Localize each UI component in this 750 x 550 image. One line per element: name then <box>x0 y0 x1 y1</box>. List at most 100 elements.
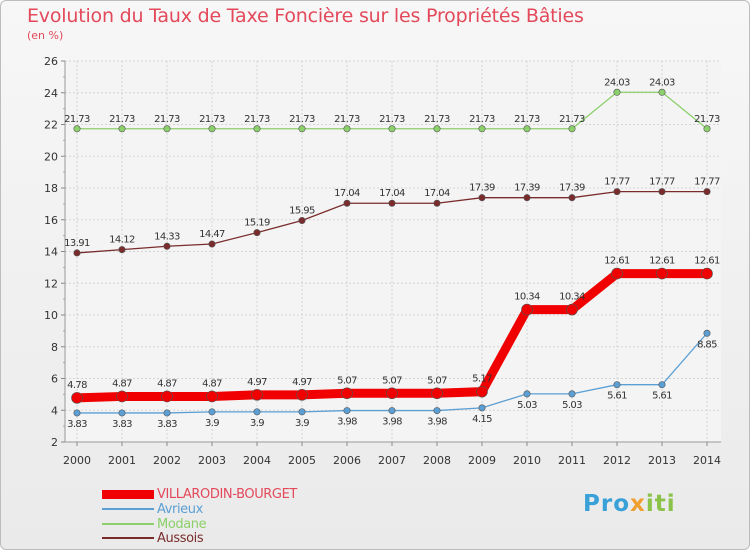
data-label-modane: 21.73 <box>514 114 540 125</box>
data-label-villarodin-bourget: 5.07 <box>427 375 447 386</box>
x-tick-label: 2006 <box>333 454 361 467</box>
data-point-villarodin-bourget <box>116 390 128 403</box>
data-label-villarodin-bourget: 4.97 <box>292 377 312 388</box>
x-tick-label: 2013 <box>648 454 676 467</box>
x-tick-label: 2010 <box>513 454 541 467</box>
data-point-avrieux <box>658 381 666 389</box>
logo-part-3: iti <box>645 491 676 517</box>
data-label-aussois: 17.39 <box>559 183 585 194</box>
data-point-villarodin-bourget <box>206 390 218 403</box>
data-point-aussois <box>433 199 441 207</box>
data-point-modane <box>568 125 576 133</box>
legend-swatch-modane <box>102 523 154 525</box>
data-point-avrieux <box>568 390 576 398</box>
y-tick-label: 16 <box>44 214 58 227</box>
data-label-aussois: 14.33 <box>154 231 180 242</box>
data-point-modane <box>208 125 216 133</box>
y-tick-label: 10 <box>44 309 58 322</box>
data-label-villarodin-bourget: 12.61 <box>604 256 630 267</box>
x-tick-label: 2008 <box>423 454 451 467</box>
data-label-villarodin-bourget: 4.78 <box>67 380 87 391</box>
data-point-villarodin-bourget <box>611 267 623 280</box>
data-point-villarodin-bourget <box>386 387 398 400</box>
data-label-aussois: 17.39 <box>469 183 495 194</box>
x-tick-label: 2009 <box>468 454 496 467</box>
data-point-avrieux <box>388 407 396 415</box>
data-point-villarodin-bourget <box>341 387 353 400</box>
data-label-modane: 21.73 <box>289 114 315 125</box>
data-point-avrieux <box>613 381 621 389</box>
data-point-aussois <box>703 188 711 196</box>
data-label-aussois: 17.77 <box>649 177 675 188</box>
data-point-aussois <box>208 240 216 248</box>
data-point-aussois <box>658 188 666 196</box>
data-label-avrieux: 3.98 <box>382 417 402 428</box>
data-point-avrieux <box>118 409 126 417</box>
data-point-villarodin-bourget <box>701 267 713 280</box>
data-label-aussois: 17.04 <box>334 188 360 199</box>
data-label-avrieux: 5.03 <box>562 400 582 411</box>
data-point-modane <box>523 125 531 133</box>
data-label-modane: 21.73 <box>244 114 270 125</box>
data-label-aussois: 17.77 <box>604 177 630 188</box>
data-label-villarodin-bourget: 5.07 <box>337 375 357 386</box>
y-tick-label: 12 <box>44 277 58 290</box>
data-point-aussois <box>478 194 486 202</box>
data-label-aussois: 15.19 <box>244 218 270 229</box>
data-point-aussois <box>298 217 306 225</box>
proxiti-logo: Proxiti <box>583 491 676 517</box>
data-label-avrieux: 3.9 <box>295 418 309 429</box>
data-label-villarodin-bourget: 5.07 <box>382 375 402 386</box>
data-label-avrieux: 3.83 <box>67 419 87 430</box>
x-tick-label: 2002 <box>153 454 181 467</box>
data-point-aussois <box>118 246 126 254</box>
data-label-modane: 21.73 <box>334 114 360 125</box>
legend-swatch-avrieux <box>102 508 154 510</box>
data-label-avrieux: 8.85 <box>697 339 717 350</box>
data-point-avrieux <box>343 407 351 415</box>
legend-label-avrieux: Avrieux <box>157 501 203 517</box>
data-point-modane <box>253 125 261 133</box>
data-point-villarodin-bourget <box>656 267 668 280</box>
data-point-avrieux <box>523 390 531 398</box>
data-point-modane <box>433 125 441 133</box>
data-label-modane: 21.73 <box>379 114 405 125</box>
data-point-aussois <box>388 199 396 207</box>
data-point-modane <box>118 125 126 133</box>
data-point-villarodin-bourget <box>566 303 578 316</box>
data-label-aussois: 13.91 <box>64 238 90 249</box>
data-point-aussois <box>568 194 576 202</box>
y-tick-label: 26 <box>44 55 58 68</box>
data-label-villarodin-bourget: 4.97 <box>247 377 267 388</box>
data-label-villarodin-bourget: 4.87 <box>112 378 132 389</box>
legend-swatch-aussois <box>102 537 154 539</box>
legend-label-aussois: Aussois <box>157 530 204 546</box>
data-label-modane: 21.73 <box>424 114 450 125</box>
legend-swatch-villarodin-bourget <box>102 489 154 499</box>
data-point-avrieux <box>433 407 441 415</box>
x-tick-label: 2004 <box>243 454 271 467</box>
data-label-modane: 21.73 <box>199 114 225 125</box>
data-label-avrieux: 3.9 <box>205 418 219 429</box>
data-point-aussois <box>73 249 81 257</box>
legend-item-avrieux: Avrieux <box>102 501 203 517</box>
data-label-aussois: 17.04 <box>424 188 450 199</box>
data-label-avrieux: 3.9 <box>250 418 264 429</box>
data-point-avrieux <box>298 408 306 416</box>
x-tick-label: 2005 <box>288 454 316 467</box>
x-tick-label: 2003 <box>198 454 226 467</box>
chart-subtitle: (en %) <box>27 29 64 42</box>
x-tick-label: 2001 <box>108 454 136 467</box>
data-label-modane: 21.73 <box>559 114 585 125</box>
x-tick-label: 2000 <box>63 454 91 467</box>
data-point-avrieux <box>208 408 216 416</box>
data-label-villarodin-bourget: 12.61 <box>694 256 720 267</box>
legend-label-villarodin-bourget: VILLARODIN-BOURGET <box>157 486 297 502</box>
x-tick-label: 2011 <box>558 454 586 467</box>
y-tick-label: 24 <box>44 87 58 100</box>
y-tick-label: 2 <box>51 436 58 449</box>
data-label-avrieux: 3.83 <box>112 419 132 430</box>
data-label-avrieux: 5.61 <box>607 391 627 402</box>
x-tick-label: 2007 <box>378 454 406 467</box>
